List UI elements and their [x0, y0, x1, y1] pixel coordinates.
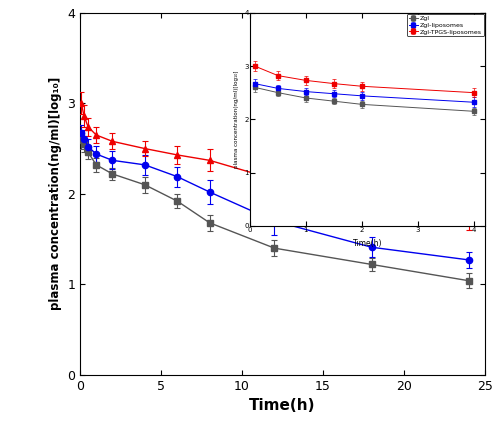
Legend: ZgI, ZgI-liposomes, ZgI-TPGS-liposomes: ZgI, ZgI-liposomes, ZgI-TPGS-liposomes [407, 14, 484, 36]
X-axis label: Time(h): Time(h) [249, 398, 316, 413]
Y-axis label: plasma concentration(ng/ml)[log₁₀]: plasma concentration(ng/ml)[log₁₀] [234, 71, 238, 168]
X-axis label: Time(h): Time(h) [353, 239, 382, 248]
Y-axis label: plasma concentration(ng/ml)[log₁₀]: plasma concentration(ng/ml)[log₁₀] [48, 77, 62, 311]
